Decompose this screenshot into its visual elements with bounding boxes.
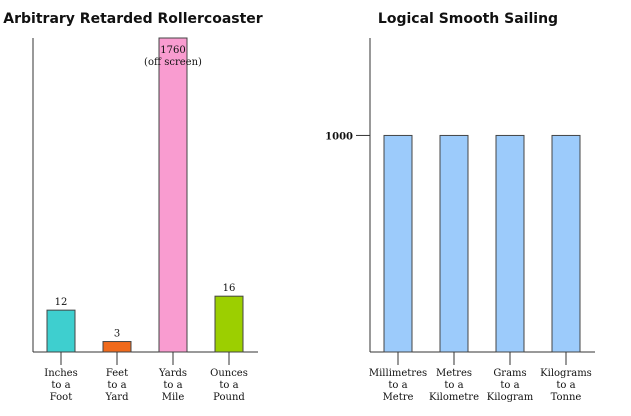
x-tick-label: Yards <box>158 368 187 379</box>
offscreen-note: (off screen) <box>144 57 202 68</box>
x-tick-label: Grams <box>493 368 526 379</box>
x-tick-label: Pound <box>213 392 245 403</box>
bar <box>214 295 244 353</box>
data-label: 3 <box>114 329 120 340</box>
x-tick-label: Kilograms <box>540 368 592 379</box>
x-tick-label: Feet <box>106 368 128 379</box>
x-tick-label: to a <box>500 380 519 391</box>
x-tick-label: Tonne <box>551 392 582 403</box>
x-tick-label: Mile <box>162 392 185 403</box>
x-tick-label: Yard <box>105 392 130 403</box>
x-tick-label: Metres <box>436 368 472 379</box>
x-tick-label: Kilometre <box>429 392 479 403</box>
x-tick-label: to a <box>51 380 70 391</box>
bar <box>439 134 469 353</box>
bar <box>495 134 525 353</box>
x-tick-label: to a <box>556 380 575 391</box>
x-tick-label: to a <box>388 380 407 391</box>
bar <box>158 37 188 353</box>
x-tick-label: to a <box>219 380 238 391</box>
bar <box>383 134 413 353</box>
x-tick-label: Metre <box>383 392 414 403</box>
x-tick-label: to a <box>444 380 463 391</box>
bar <box>46 309 76 353</box>
x-tick-label: Foot <box>50 392 72 403</box>
y-tick-label: 1000 <box>325 131 353 142</box>
data-label: 12 <box>55 297 68 308</box>
x-tick-label: to a <box>107 380 126 391</box>
x-tick-label: to a <box>163 380 182 391</box>
x-tick-label: Millimetres <box>369 368 427 379</box>
chart-title: Logical Smooth Sailing <box>378 11 558 27</box>
data-label: 16 <box>223 283 236 294</box>
x-tick-label: Kilogram <box>487 392 534 403</box>
x-tick-label: Ounces <box>210 368 248 379</box>
chart-title: Arbitrary Retarded Rollercoaster <box>3 11 263 27</box>
data-label: 1760 <box>160 45 185 56</box>
bar <box>102 341 132 353</box>
x-tick-label: Inches <box>44 368 77 379</box>
bar <box>551 134 581 353</box>
